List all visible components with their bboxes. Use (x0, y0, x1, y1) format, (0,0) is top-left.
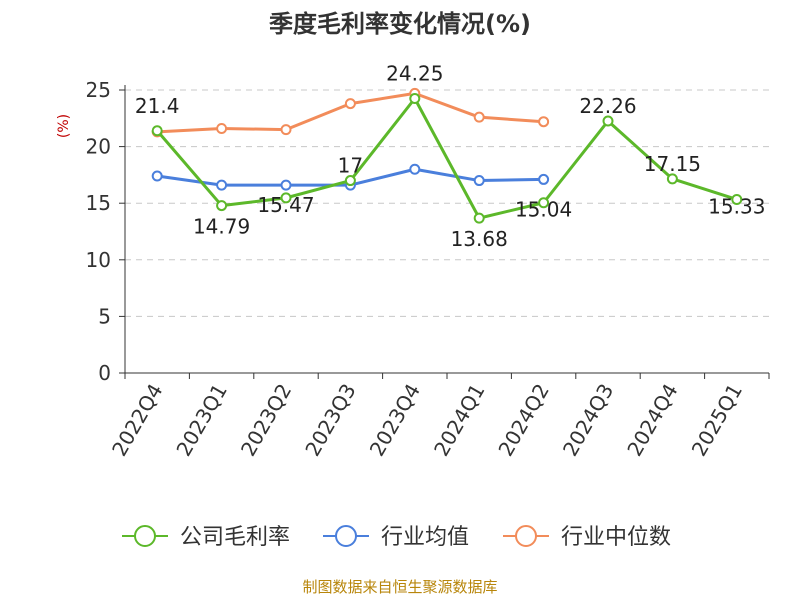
data-label: 24.25 (386, 61, 443, 85)
data-point (151, 170, 163, 182)
data-point (409, 92, 421, 104)
data-point (216, 179, 228, 191)
x-tick-label: 2023Q3 (300, 380, 360, 461)
x-tick-label: 2023Q1 (171, 380, 231, 461)
legend-label: 公司毛利率 (180, 525, 290, 550)
data-label: 21.4 (135, 94, 180, 118)
data-source-note: 制图数据来自恒生聚源数据库 (302, 578, 497, 596)
data-label: 17 (338, 154, 363, 178)
data-label: 14.79 (193, 215, 250, 239)
y-tick-label: 0 (98, 361, 111, 385)
data-label: 22.26 (579, 94, 636, 118)
series-line (156, 96, 738, 220)
x-tick-label: 2025Q1 (687, 380, 747, 461)
gridlines (125, 89, 769, 317)
data-point (216, 122, 228, 134)
y-tick-label: 20 (86, 135, 111, 159)
chart-title: 季度毛利率变化情况(%) (269, 10, 531, 38)
data-point (409, 163, 421, 175)
data-labels: 21.4 14.79 15.47 17 24.25 13.68 15.04 22.26 17.1… (135, 61, 765, 251)
data-point (538, 197, 550, 209)
y-tick-label: 5 (98, 304, 111, 328)
data-label: 15.47 (257, 193, 314, 217)
x-tick-label: 2024Q1 (429, 380, 489, 461)
data-point (538, 173, 550, 185)
data-label: 13.68 (451, 227, 508, 251)
data-point (216, 200, 228, 212)
y-tick-label: 10 (86, 248, 111, 272)
legend-label: 行业中位数 (561, 525, 671, 550)
data-point (151, 125, 163, 137)
data-label: 17.15 (644, 152, 701, 176)
y-tick-label: 15 (86, 191, 111, 215)
legend-label: 行业均值 (381, 525, 469, 550)
data-point (280, 179, 292, 191)
data-point (666, 173, 678, 185)
legend-marker (335, 525, 357, 547)
data-point (602, 115, 614, 127)
x-tick-label: 2024Q4 (622, 380, 682, 461)
legend-marker (134, 525, 156, 547)
x-tick-label: 2024Q3 (558, 380, 618, 461)
y-tick-label: 25 (86, 78, 111, 102)
legend-marker (515, 525, 537, 547)
data-point (731, 193, 743, 205)
series-lines (151, 87, 743, 224)
x-tick-label: 2023Q4 (365, 380, 425, 461)
data-point (344, 98, 356, 110)
data-label: 15.33 (708, 194, 765, 218)
x-tick-label: 2022Q4 (107, 380, 167, 461)
data-point (473, 175, 485, 187)
y-axis-label: (%) (56, 114, 72, 138)
x-tick-label: 2024Q2 (493, 380, 553, 461)
data-label: 15.04 (515, 198, 572, 222)
data-point (280, 192, 292, 204)
axes: 0 5 10 15 20 25 2022Q4 2023Q1 2023Q2 2023Q3 2023Q4… (86, 78, 770, 461)
data-point (344, 175, 356, 187)
legend: 公司毛利率 行业均值 行业中位数 (122, 525, 671, 550)
x-tick-label: 2023Q2 (236, 380, 296, 461)
data-point (538, 116, 550, 128)
data-point (473, 212, 485, 224)
data-point (280, 124, 292, 136)
data-point (473, 111, 485, 123)
